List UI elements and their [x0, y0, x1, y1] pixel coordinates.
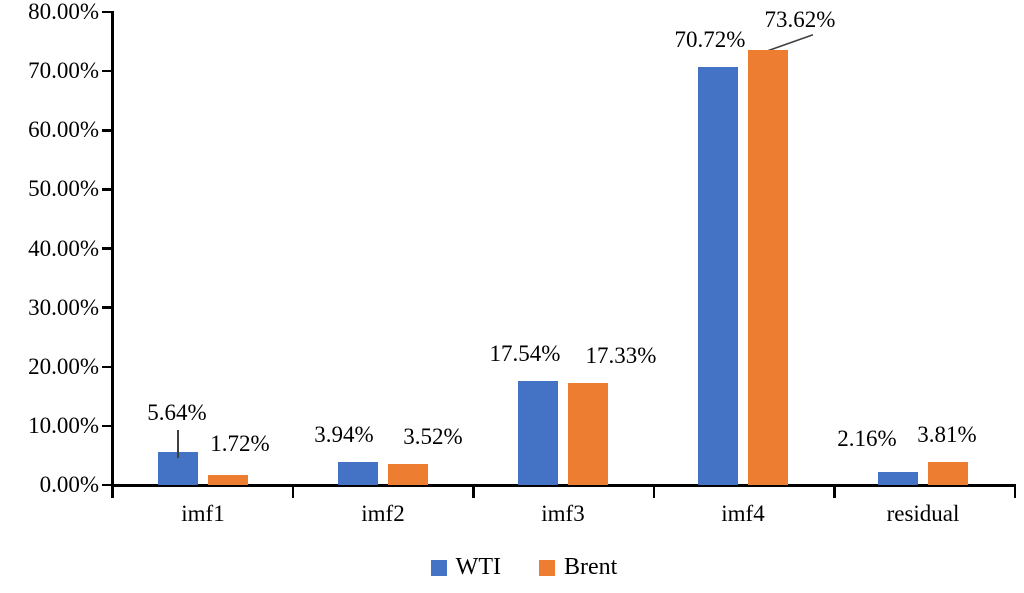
category-label-imf2: imf2 — [361, 501, 405, 526]
x-tick-mark — [291, 484, 294, 498]
y-tick-mark — [102, 188, 112, 191]
brent-bar-imf4 — [748, 49, 788, 485]
y-tick-label: 40.00% — [28, 235, 99, 261]
y-tick-label: 20.00% — [28, 353, 99, 379]
category-label-imf3: imf3 — [541, 501, 585, 526]
x-tick-mark — [833, 484, 836, 498]
data-label-brent-imf3: 17.33% — [585, 342, 657, 368]
legend-label-brent: Brent — [563, 554, 618, 580]
data-label-wti-imf4: 70.72% — [674, 26, 746, 52]
y-tick-label: 0.00% — [39, 472, 99, 497]
y-tick-mark — [102, 483, 112, 487]
y-tick-mark — [102, 306, 112, 309]
wti-bar-residual — [878, 472, 918, 485]
y-tick-label: 80.00% — [28, 0, 99, 24]
wti-bar-imf4 — [698, 66, 738, 485]
plot-area: 5.64% 3.94% 17.54% 70.72% 2.16% 1.72% 3.52% 17.… — [113, 7, 1013, 485]
x-axis-line — [111, 483, 1016, 487]
category-label-imf1: imf1 — [181, 501, 225, 526]
x-tick-mark — [652, 484, 655, 498]
brent-bar-imf1 — [208, 474, 248, 485]
x-tick-mark — [1013, 484, 1016, 498]
legend: WTI Brent — [12, 554, 1024, 581]
wti-bar-imf3 — [518, 381, 558, 485]
x-tick-mark — [111, 484, 114, 498]
legend-item-wti: WTI — [430, 554, 501, 581]
brent-color-swatch-icon — [538, 559, 555, 576]
y-tick-label: 30.00% — [28, 294, 99, 320]
leader-line-vertical — [177, 429, 179, 458]
data-label-brent-residual: 3.81% — [917, 422, 977, 448]
y-tick-mark — [102, 69, 112, 73]
y-tick-mark — [102, 129, 112, 132]
data-label-wti-imf1: 5.64% — [147, 399, 207, 425]
wti-color-swatch-icon — [430, 559, 447, 576]
legend-label-wti: WTI — [455, 554, 501, 580]
y-tick-label: 70.00% — [28, 58, 99, 84]
category-label-residual: residual — [886, 501, 960, 526]
legend-item-brent: Brent — [538, 554, 618, 581]
brent-bar-imf2 — [388, 464, 428, 485]
y-tick-mark — [102, 10, 112, 14]
y-tick-label: 60.00% — [28, 117, 99, 143]
data-label-wti-imf3: 17.54% — [489, 341, 561, 367]
brent-bar-residual — [928, 462, 968, 485]
y-tick-label: 10.00% — [28, 412, 99, 438]
data-label-wti-residual: 2.16% — [837, 426, 897, 452]
category-label-imf4: imf4 — [721, 501, 765, 526]
data-label-wti-imf2: 3.94% — [314, 421, 374, 447]
data-label-brent-imf4: 73.62% — [764, 6, 836, 32]
y-tick-mark — [102, 247, 112, 250]
y-tick-mark — [102, 365, 112, 368]
wti-bar-imf2 — [338, 461, 378, 485]
data-label-brent-imf2: 3.52% — [403, 424, 463, 450]
x-tick-mark — [472, 484, 475, 498]
data-label-brent-imf1: 1.72% — [210, 430, 270, 456]
leader-line-overlay — [764, 33, 814, 53]
y-axis-line — [111, 11, 114, 486]
y-tick-label: 50.00% — [28, 176, 99, 202]
brent-bar-imf3 — [568, 382, 608, 485]
y-tick-mark — [102, 424, 112, 428]
